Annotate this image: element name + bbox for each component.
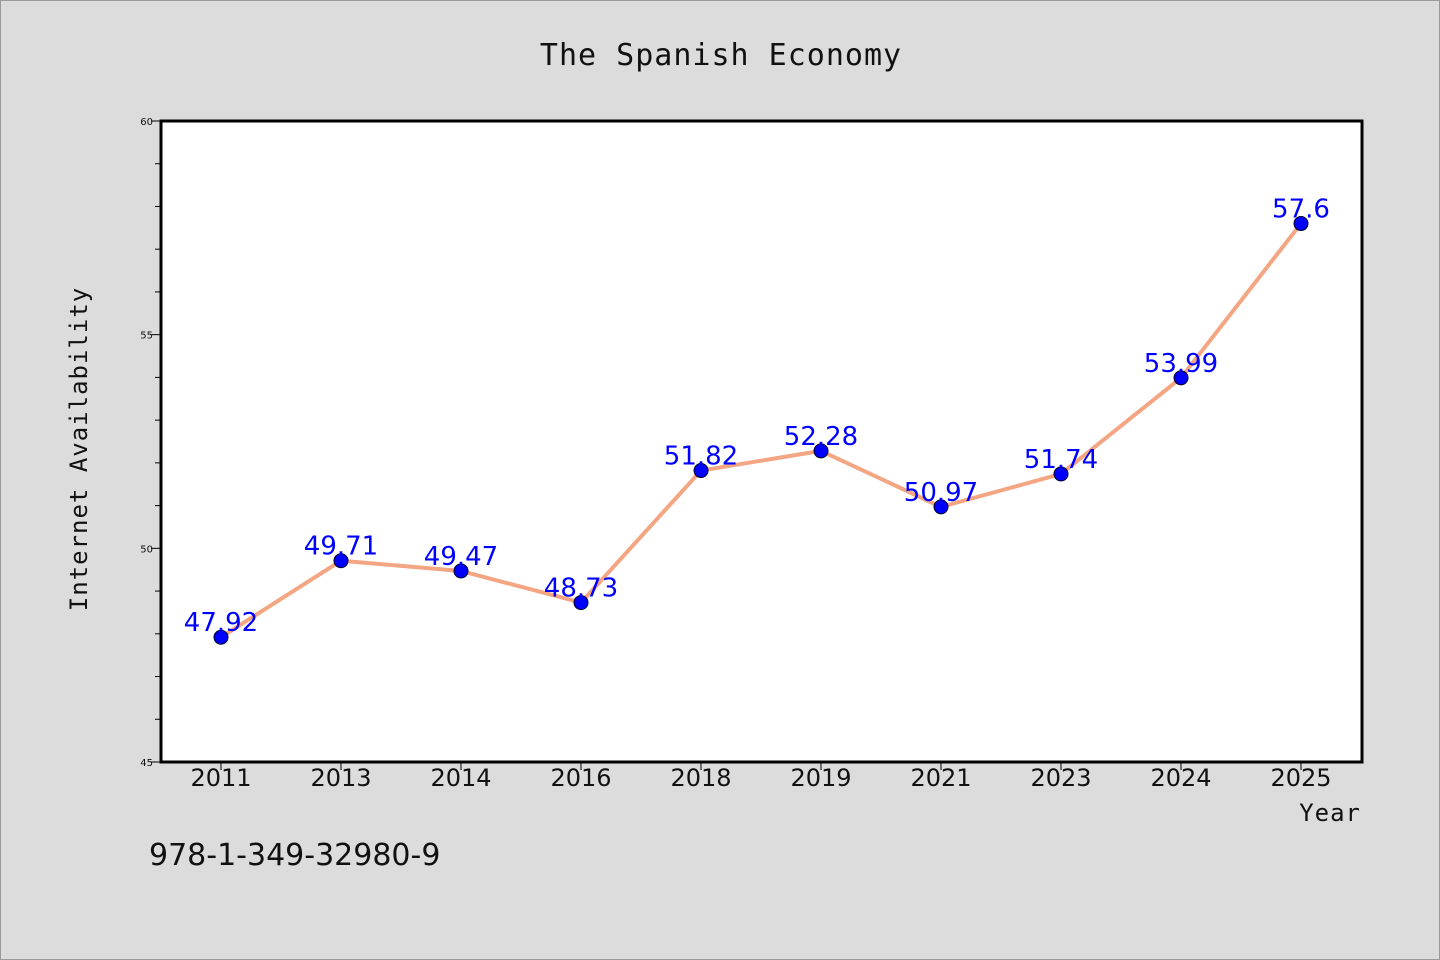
x-axis: 2011 2013 2014 2016 2018 2019 2021 2023 2024 2025 (190, 762, 1332, 792)
x-axis-label: Year (1299, 799, 1361, 827)
x-tick-label: 2025 (1270, 764, 1331, 792)
series-line (219, 221, 1303, 640)
data-label-layer: 47.92 49.71 49.47 48.73 51.82 52.28 50.97 51.74… (184, 195, 1330, 639)
data-point (1173, 370, 1189, 386)
x-tick-label: 2024 (1150, 764, 1211, 792)
x-tick-label: 2014 (430, 764, 491, 792)
data-point (573, 595, 589, 611)
data-point (213, 629, 229, 645)
data-label: 49.71 (304, 532, 378, 562)
data-point (1053, 466, 1069, 482)
y-tick-label: 50 (140, 544, 153, 555)
y-axis-label: Internet Availability (65, 287, 93, 611)
data-point (1293, 216, 1309, 232)
chart-title: The Spanish Economy (540, 38, 902, 73)
data-point (933, 499, 949, 515)
x-tick-label: 2013 (310, 764, 371, 792)
isbn-label: 978-1-349-32980-9 (149, 838, 440, 873)
x-tick-label: 2023 (1030, 764, 1091, 792)
data-label: 48.73 (544, 574, 618, 604)
x-tick-label: 2011 (190, 764, 251, 792)
y-tick-label: 45 (140, 758, 153, 769)
data-point (693, 463, 709, 479)
data-point (333, 553, 349, 569)
x-tick-label: 2019 (790, 764, 851, 792)
y-tick-label: 60 (140, 117, 153, 128)
data-label: 50.97 (904, 478, 978, 508)
x-tick-label: 2018 (670, 764, 731, 792)
y-tick-label: 55 (140, 331, 153, 342)
data-point (813, 443, 829, 459)
data-label: 57.6 (1272, 195, 1330, 225)
data-point (453, 563, 469, 579)
x-tick-label: 2016 (550, 764, 611, 792)
data-label: 53.99 (1144, 349, 1218, 379)
data-label: 47.92 (184, 608, 258, 638)
plot-area (159, 119, 1364, 764)
data-label: 49.47 (424, 542, 498, 572)
y-axis: 45 50 55 60 (140, 117, 161, 769)
data-label: 51.74 (1024, 445, 1098, 475)
data-label: 52.28 (784, 422, 858, 452)
series-layer (213, 216, 1309, 645)
x-tick-label: 2021 (910, 764, 971, 792)
data-label: 51.82 (664, 442, 738, 472)
